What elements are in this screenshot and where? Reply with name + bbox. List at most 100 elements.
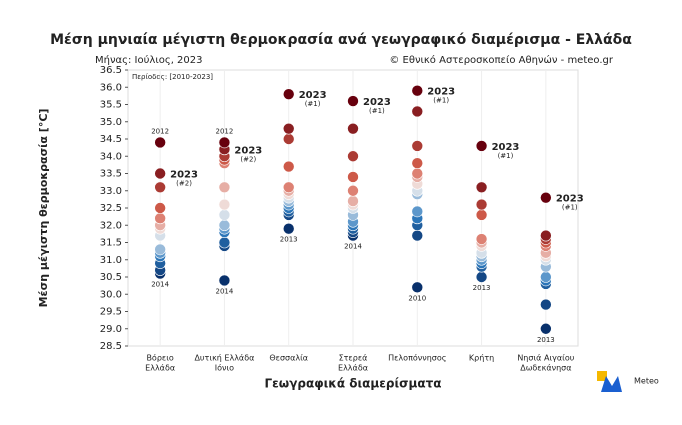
- data-point: [218, 209, 231, 221]
- data-point: [282, 181, 295, 194]
- annotation-year: 2013: [537, 336, 555, 344]
- subtitle: Μήνας: Ιούλιος, 2023: [95, 54, 203, 66]
- data-point: [218, 274, 231, 287]
- credit: © Εθνικό Αστεροσκοπείο Αθηνών - meteo.gr: [389, 54, 614, 66]
- data-point: [475, 140, 488, 152]
- annotation-rank: (#1): [369, 107, 385, 115]
- data-point: [347, 95, 359, 107]
- data-point: [218, 236, 231, 249]
- x-tick-label: Ελλάδα: [145, 364, 175, 373]
- y-tick-label: 29.5: [100, 307, 122, 318]
- annotation-year: 2023: [363, 97, 391, 108]
- y-tick-label: 36.5: [100, 65, 122, 76]
- y-tick-label: 36.0: [100, 82, 122, 93]
- data-point: [411, 229, 424, 242]
- data-point: [347, 171, 359, 183]
- data-point: [411, 167, 424, 180]
- annotation-year: 2023: [492, 142, 520, 153]
- data-point: [154, 181, 166, 194]
- x-tick-label: Δωδεκάνησα: [520, 364, 571, 373]
- y-axis-label: Μέση μέγιστη θερμοκρασία [°C]: [37, 109, 50, 308]
- data-point: [154, 167, 166, 180]
- y-tick-label: 35.0: [100, 117, 122, 128]
- y-tick-label: 34.5: [100, 134, 122, 145]
- data-point: [540, 191, 552, 204]
- data-point: [218, 181, 231, 194]
- data-point: [282, 133, 295, 145]
- data-point: [282, 122, 295, 135]
- y-tick-label: 28.5: [100, 341, 122, 352]
- x-tick-label: Ελλάδα: [338, 364, 368, 373]
- annotation-year: 2013: [473, 284, 491, 292]
- logo: Meteo: [597, 371, 659, 392]
- data-point: [347, 195, 359, 207]
- annotation-year: 2023: [299, 90, 327, 101]
- data-point: [218, 198, 231, 211]
- annotation-rank: (#2): [240, 155, 256, 163]
- data-point: [282, 160, 295, 173]
- annotation-rank: (#2): [176, 180, 192, 188]
- annotation-rank: (#1): [562, 204, 578, 212]
- annotation-year: 2023: [556, 194, 584, 205]
- y-tick-label: 35.5: [100, 100, 122, 111]
- data-point: [411, 140, 424, 152]
- y-tick-label: 31.5: [100, 238, 122, 249]
- data-point: [475, 198, 488, 211]
- data-point: [540, 298, 552, 311]
- data-point: [218, 219, 231, 232]
- annotation-year: 2010: [408, 294, 426, 302]
- annotation-year: 2023: [427, 87, 455, 98]
- data-point: [475, 209, 488, 221]
- annotation-year: 2012: [216, 127, 234, 135]
- x-tick-label: Δυτική Ελλάδα: [194, 354, 254, 363]
- y-tick-label: 33.5: [100, 169, 122, 180]
- data-point: [411, 281, 424, 294]
- data-point: [154, 243, 166, 256]
- y-tick-label: 30.5: [100, 272, 122, 283]
- data-point: [475, 271, 488, 283]
- x-tick-label: Νησιά Αιγαίου: [517, 354, 574, 363]
- chart-title: Μέση μηνιαία μέγιστη θερμοκρασία ανά γεω…: [50, 32, 632, 48]
- data-point: [154, 202, 166, 214]
- annotation-year: 2012: [151, 127, 169, 135]
- annotation-year: 2014: [151, 281, 169, 289]
- data-point: [475, 233, 488, 245]
- y-tick-label: 33.0: [100, 186, 122, 197]
- data-point: [540, 229, 552, 242]
- data-point: [282, 88, 295, 100]
- data-point: [411, 105, 424, 118]
- data-point: [218, 136, 231, 149]
- annotation-year: 2023: [170, 170, 198, 181]
- data-point: [411, 84, 424, 97]
- x-tick-label: Ιόνιο: [215, 363, 234, 373]
- data-point: [282, 222, 295, 235]
- data-point: [154, 136, 166, 149]
- data-point: [154, 212, 166, 225]
- period: Περίοδος: [2010-2023]: [132, 73, 213, 81]
- x-tick-label: Κρήτη: [469, 354, 494, 363]
- annotation-year: 2014: [344, 243, 362, 251]
- annotation-year: 2013: [280, 236, 298, 244]
- logo-mark: [601, 376, 622, 392]
- y-tick-label: 34.0: [100, 151, 122, 162]
- data-point: [411, 157, 424, 169]
- y-tick-label: 30.0: [100, 289, 122, 300]
- annotation-rank: (#1): [498, 152, 514, 160]
- data-point: [540, 271, 552, 283]
- x-axis-label: Γεωγραφικά διαμερίσματα: [264, 377, 441, 391]
- annotation-year: 2014: [216, 287, 234, 295]
- x-tick-label: Βόρειο: [146, 353, 173, 363]
- data-point: [540, 322, 552, 335]
- data-point: [347, 122, 359, 135]
- logo-mark: [597, 371, 607, 381]
- x-tick-label: Πελοπόννησος: [388, 353, 446, 363]
- y-tick-label: 32.0: [100, 220, 122, 231]
- annotation-rank: (#1): [433, 97, 449, 105]
- data-point: [347, 184, 359, 197]
- x-tick-label: Στερεά: [339, 354, 368, 363]
- data-point: [411, 205, 424, 218]
- x-tick-label: Θεσσαλία: [269, 354, 308, 363]
- annotation-rank: (#1): [305, 100, 321, 108]
- y-tick-label: 32.5: [100, 203, 122, 214]
